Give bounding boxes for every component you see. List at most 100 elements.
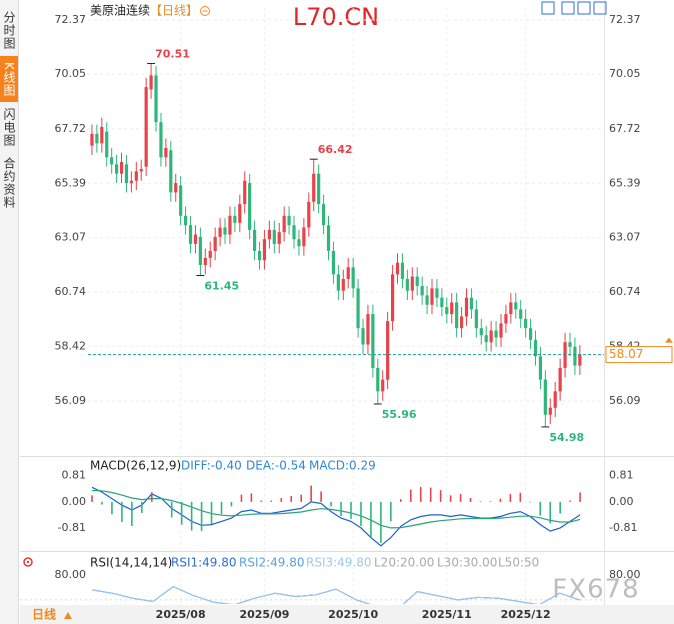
candle-body: [425, 295, 429, 305]
period[interactable]: 【日线】: [150, 4, 198, 18]
candle-body: [578, 354, 582, 366]
candle-body: [366, 314, 370, 345]
candle-body: [568, 342, 572, 347]
candle-body: [223, 227, 227, 235]
legend-label: DEA:-0.54: [246, 459, 306, 473]
candle-body: [459, 316, 464, 329]
candle-body: [95, 133, 99, 144]
sidebar: 分时图 K线图 闪电图 合约资料: [0, 0, 19, 624]
indicator-line: [91, 586, 581, 604]
candle-body: [218, 227, 222, 237]
candle-body: [326, 225, 331, 251]
candle-body: [105, 131, 109, 158]
candle-body: [450, 302, 454, 315]
candle-body: [297, 239, 301, 247]
toolbar-icons[interactable]: [541, 1, 607, 15]
candle-body: [282, 215, 286, 233]
zoom-out-icon[interactable]: [200, 6, 210, 16]
y-tick-label: 0.81: [62, 469, 87, 482]
y-tick-label: 80.00: [55, 568, 87, 581]
candle-body: [395, 262, 400, 275]
candle-body: [243, 180, 247, 205]
candle-body: [386, 321, 390, 380]
y-tick-label-right: 80.00: [609, 568, 641, 581]
candle-body: [341, 279, 345, 291]
settings-icon[interactable]: [23, 557, 33, 567]
candle-body: [538, 356, 543, 380]
candle-body: [252, 229, 257, 251]
candle-body: [420, 286, 424, 296]
candle-body: [558, 367, 562, 392]
legend-label: RSI2:49.80: [239, 556, 305, 570]
tab[interactable]: 分时图: [2, 10, 16, 50]
candle-body: [410, 276, 414, 291]
candle-body: [346, 267, 350, 280]
indicator-line: [91, 489, 581, 529]
y-tick-label: 67.72: [55, 122, 87, 135]
last-price-arrow: [665, 337, 673, 343]
candle-body: [114, 164, 119, 174]
candle-body: [277, 232, 281, 244]
candle-body: [484, 335, 488, 343]
y-tick-label: 0.00: [62, 495, 87, 508]
y-tick-label: 56.09: [55, 394, 87, 407]
candle-body: [445, 307, 449, 315]
candle-body: [548, 407, 552, 415]
period-arrow[interactable]: [64, 612, 72, 619]
candle-body: [188, 225, 193, 244]
extreme-label: 66.42: [318, 143, 353, 156]
legend-label: MACD:0.29: [309, 459, 376, 473]
x-tick-label: 2025/11: [422, 608, 472, 621]
candle-body: [179, 185, 183, 216]
candle-body: [164, 147, 168, 158]
y-tick-label: 58.42: [55, 339, 87, 352]
candle-body: [553, 391, 557, 408]
candle-body: [321, 204, 326, 226]
candle-body: [381, 379, 385, 392]
candle-body: [193, 234, 198, 244]
last-price-label: 58.07: [609, 347, 643, 361]
candle-body: [351, 267, 355, 289]
y-tick-label-right: 0.81: [609, 469, 634, 482]
candle-body: [203, 257, 207, 265]
candle-body: [248, 183, 252, 230]
candle-body: [356, 288, 360, 329]
y-tick-label: 63.07: [55, 231, 87, 244]
candle-body: [499, 323, 503, 338]
candle-body: [169, 150, 173, 193]
candles: [90, 63, 582, 427]
candle-body: [134, 171, 138, 181]
candle-body: [124, 164, 129, 184]
indicator-title: RSI(14,14,14): [90, 556, 172, 570]
candle-body: [336, 274, 340, 291]
candle-body: [405, 279, 409, 291]
x-axis-bar: [20, 605, 674, 624]
candle-body: [435, 288, 439, 298]
candle-body: [533, 339, 538, 357]
level-label: L30:30.00: [437, 556, 497, 570]
candle-body: [524, 318, 528, 329]
candle-body: [272, 229, 276, 244]
candle-body: [119, 161, 124, 174]
y-tick-label-right: 70.05: [609, 67, 641, 80]
legend-label: RSI3:49.80: [306, 556, 372, 570]
macd-plot: [91, 485, 581, 547]
candle-body: [543, 379, 547, 415]
candle-body: [159, 122, 163, 158]
y-tick-label-right: 56.09: [609, 394, 641, 407]
candle-body: [509, 302, 513, 315]
candle-body: [129, 180, 133, 184]
indicator-title: MACD(26,12,9): [90, 459, 181, 473]
tab[interactable]: 合约资料: [2, 157, 16, 209]
candle-body: [233, 215, 237, 223]
candle-body: [257, 250, 262, 261]
y-tick-label-right: 60.74: [609, 285, 641, 298]
tab[interactable]: 闪电图: [2, 107, 16, 147]
candle-body: [469, 297, 474, 310]
candle-body: [90, 133, 94, 146]
period-button[interactable]: 日线: [32, 607, 56, 622]
candle-body: [371, 314, 375, 368]
tab-active[interactable]: K线图: [0, 56, 18, 102]
